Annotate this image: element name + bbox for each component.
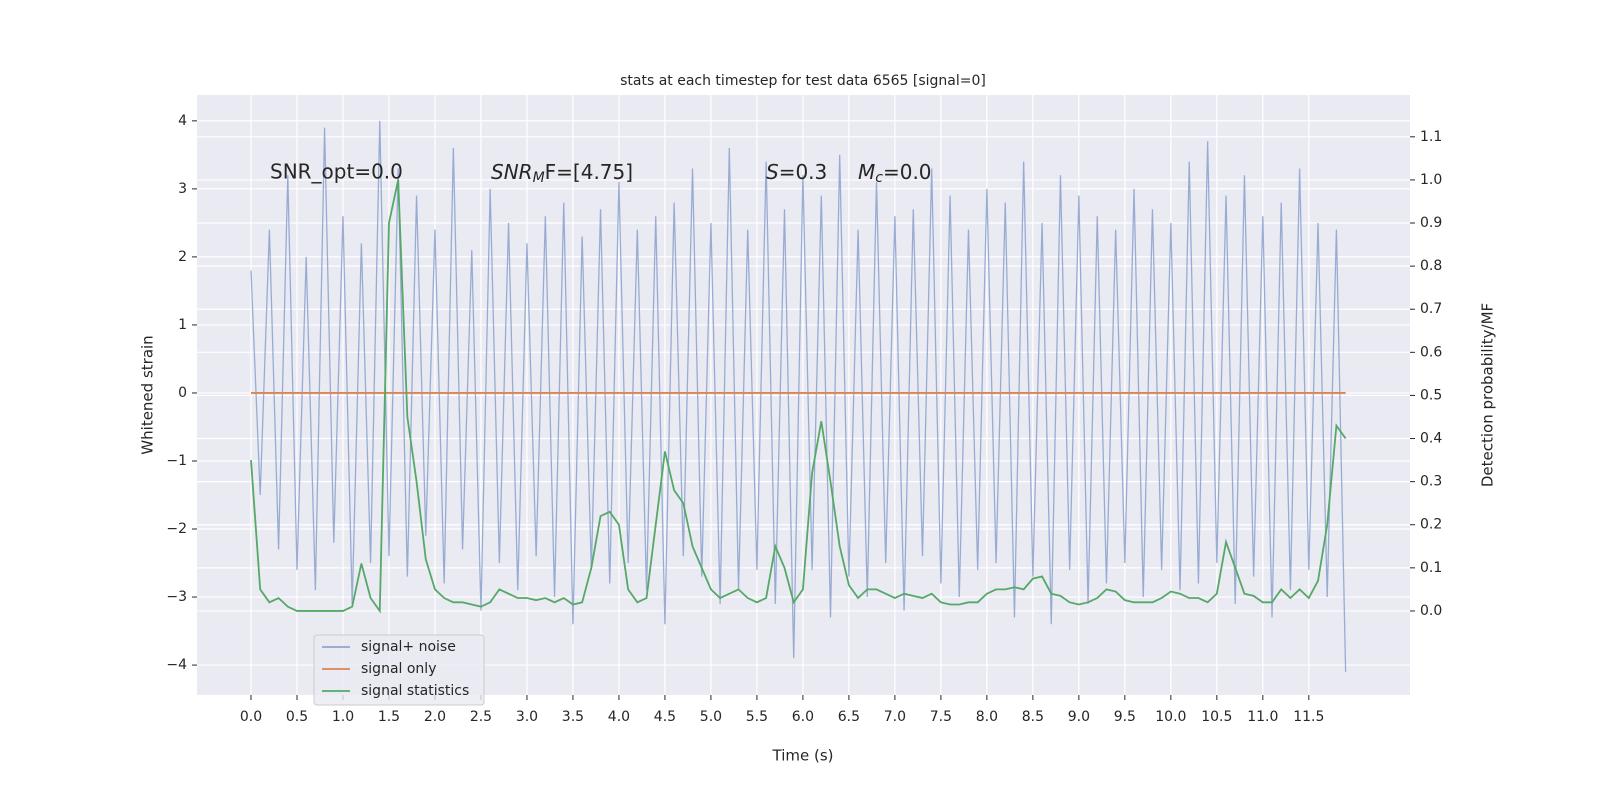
y-tick-label: −3	[166, 589, 187, 605]
annotation-base: M	[858, 160, 875, 184]
x-tick-label: 3.0	[516, 709, 538, 725]
legend-box	[313, 634, 485, 706]
x-tick-label: 9.5	[1114, 709, 1136, 725]
x-tick-label: 2.0	[424, 709, 446, 725]
x-tick-label: 4.0	[608, 709, 630, 725]
y2-tick-label: 0.1	[1420, 560, 1442, 576]
x-tick-label: 7.5	[930, 709, 952, 725]
y2-axis-label: Detection probability/MF	[1479, 303, 1497, 487]
y-tick-label: −1	[166, 453, 187, 469]
annotation-sub: M	[533, 170, 545, 186]
legend-label: signal statistics	[361, 683, 469, 699]
x-tick-label: 0.0	[240, 709, 262, 725]
y-tick-label: −4	[166, 657, 187, 673]
y-tick-label: 4	[178, 113, 187, 129]
x-tick-label: 8.5	[1022, 709, 1044, 725]
legend-label: signal only	[361, 661, 436, 677]
x-tick-label: 6.5	[838, 709, 860, 725]
y2-tick-label: 1.1	[1420, 129, 1442, 145]
x-tick-label: 10.5	[1201, 709, 1232, 725]
x-tick-label: 6.0	[792, 709, 814, 725]
x-tick-label: 9.0	[1068, 709, 1090, 725]
annotation-base: SNR	[491, 160, 533, 184]
x-tick-label: 2.5	[470, 709, 492, 725]
x-axis-label: Time (s)	[772, 747, 834, 765]
x-tick-label: 11.5	[1293, 709, 1324, 725]
series-line	[250, 120, 1347, 672]
annotation: SNR_opt=0.0	[270, 160, 403, 184]
y2-tick-label: 0.2	[1420, 517, 1442, 533]
y-tick-label: 0	[178, 385, 187, 401]
x-tick-label: 1.0	[332, 709, 354, 725]
x-tick-label: 1.5	[378, 709, 400, 725]
x-tick-label: 8.0	[976, 709, 998, 725]
y2-tick-label: 1.0	[1420, 172, 1442, 188]
y-tick-label: 2	[178, 249, 187, 265]
y2-tick-label: 0.7	[1420, 301, 1442, 317]
y-tick-label: 3	[178, 181, 187, 197]
annotation-base: S	[766, 160, 779, 184]
x-tick-label: 7.0	[884, 709, 906, 725]
y2-tick-label: 0.4	[1420, 431, 1442, 447]
y2-tick-label: 0.9	[1420, 215, 1442, 231]
y2-tick-label: 0.8	[1420, 258, 1442, 274]
legend-label: signal+ noise	[361, 639, 456, 655]
y2-tick-label: 0.6	[1420, 344, 1442, 360]
annotation: SNRMF=[4.75]	[491, 160, 633, 187]
x-tick-label: 5.5	[746, 709, 768, 725]
annotation-rest: =0.0	[883, 160, 932, 184]
chart-title: stats at each timestep for test data 656…	[620, 73, 986, 89]
annotation-rest: =0.3	[779, 160, 828, 184]
annotation-sub: c	[875, 170, 883, 186]
x-tick-label: 0.5	[286, 709, 308, 725]
y-axis-label: Whitened strain	[139, 335, 157, 454]
x-tick-label: 4.5	[654, 709, 676, 725]
y2-tick-label: 0.5	[1420, 387, 1442, 403]
series-line	[250, 179, 1347, 614]
y-tick-label: −2	[166, 521, 187, 537]
x-tick-label: 3.5	[562, 709, 584, 725]
x-tick-label: 5.0	[700, 709, 722, 725]
x-tick-label: 10.0	[1155, 709, 1186, 725]
annotation: S=0.3	[766, 160, 827, 184]
y2-tick-label: 0.0	[1420, 603, 1442, 619]
annotation: Mc=0.0	[858, 160, 932, 187]
annotation-rest: F=[4.75]	[545, 160, 633, 184]
y2-tick-label: 0.3	[1420, 474, 1442, 490]
x-tick-label: 11.0	[1247, 709, 1278, 725]
y-tick-label: 1	[178, 317, 187, 333]
